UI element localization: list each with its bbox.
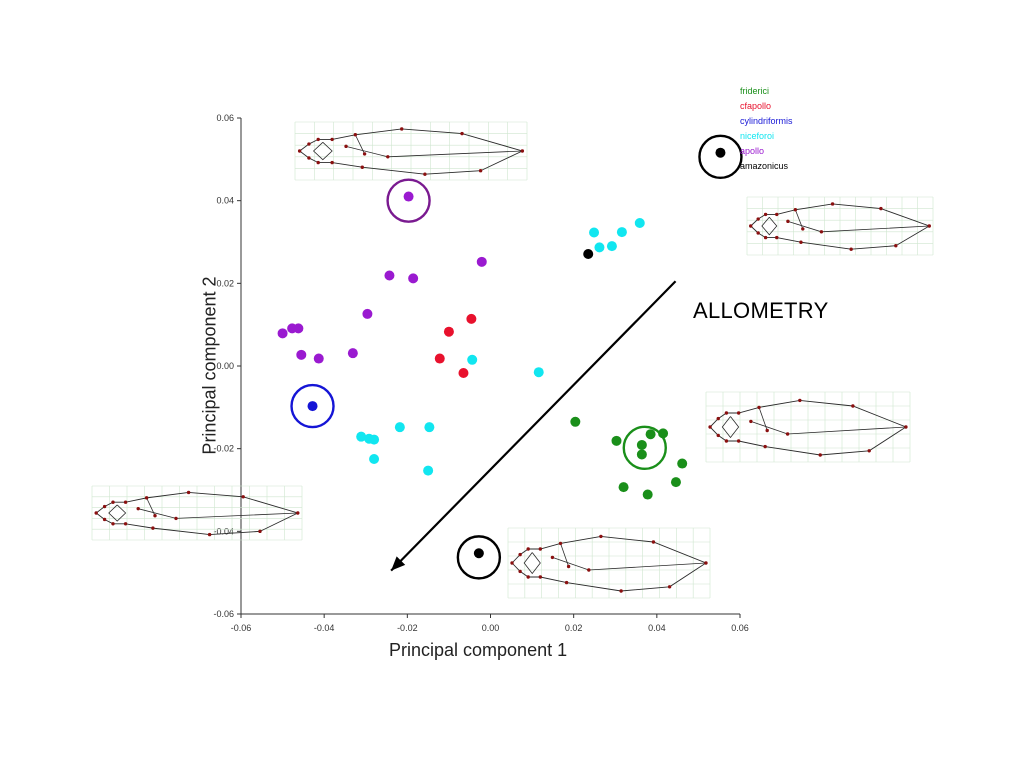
allometry-arrow-head xyxy=(391,556,406,571)
data-point-apollo xyxy=(476,256,487,267)
data-point-niceforoi xyxy=(423,465,434,476)
data-point-niceforoi xyxy=(369,434,380,445)
data-point-cfapollo xyxy=(443,326,454,337)
data-point-friderici xyxy=(618,482,629,493)
data-point-apollo xyxy=(313,353,324,364)
data-point-cfapollo xyxy=(458,368,469,379)
highlight-circle xyxy=(622,425,667,471)
shape-outline-top xyxy=(294,121,528,181)
x-tick-label: 0.02 xyxy=(565,623,583,633)
data-point-niceforoi xyxy=(589,227,600,238)
data-point-apollo xyxy=(403,191,414,202)
data-point-niceforoi xyxy=(533,367,544,378)
y-tick-label: -0.02 xyxy=(213,444,234,454)
x-tick-label: -0.06 xyxy=(231,623,252,633)
shape-outline-right-upper xyxy=(746,196,934,256)
legend-entry-cylindriformis: cylindriformis xyxy=(740,116,793,126)
data-point-amazonicus xyxy=(473,548,484,559)
data-point-friderici xyxy=(636,439,647,450)
allometry-annotation: ALLOMETRY xyxy=(693,298,829,323)
data-point-friderici xyxy=(570,416,581,427)
data-point-apollo xyxy=(347,348,358,359)
data-point-niceforoi xyxy=(467,354,478,365)
x-tick-label: -0.02 xyxy=(397,623,418,633)
x-axis-title: Principal component 1 xyxy=(389,640,568,660)
y-tick-label: 0.06 xyxy=(216,113,234,123)
data-point-cfapollo xyxy=(466,313,477,324)
legend-entry-cfapollo: cfapollo xyxy=(740,101,772,111)
allometry-arrow-line xyxy=(390,280,677,572)
highlight-circle xyxy=(290,383,335,429)
legend-entry-apollo: apollo xyxy=(740,146,765,156)
shape-outline-bottom xyxy=(507,527,711,599)
data-point-niceforoi xyxy=(634,217,645,228)
data-point-friderici xyxy=(645,429,656,440)
highlight-circle xyxy=(698,134,743,180)
data-point-friderici xyxy=(636,449,647,460)
data-point-friderici xyxy=(658,428,669,439)
data-point-apollo xyxy=(408,273,419,284)
data-point-apollo xyxy=(277,328,288,339)
highlight-circle xyxy=(386,178,431,223)
data-point-apollo xyxy=(293,323,304,334)
data-point-cylindriformis xyxy=(307,401,318,412)
y-tick-label: 0.04 xyxy=(216,196,234,206)
data-point-friderici xyxy=(611,435,622,446)
data-point-apollo xyxy=(296,349,307,360)
data-point-apollo xyxy=(362,308,373,319)
y-tick-label: -0.06 xyxy=(213,609,234,619)
legend-entry-friderici: friderici xyxy=(740,86,770,96)
x-tick-label: 0.04 xyxy=(648,623,666,633)
y-tick-label: 0.00 xyxy=(216,361,234,371)
data-point-friderici xyxy=(677,458,688,469)
data-point-niceforoi xyxy=(369,454,380,464)
y-tick-label: 0.02 xyxy=(216,278,234,288)
y-axis-title: Principal component 2 xyxy=(199,276,220,455)
x-tick-label: -0.04 xyxy=(314,623,335,633)
data-point-amazonicus xyxy=(583,248,594,259)
data-point-friderici xyxy=(670,477,681,488)
shape-outline-left xyxy=(91,485,303,541)
highlight-circle xyxy=(456,535,502,580)
data-point-niceforoi xyxy=(424,422,435,433)
data-point-apollo xyxy=(384,270,395,281)
y-tick-label: -0.04 xyxy=(213,526,234,536)
data-point-niceforoi xyxy=(356,431,367,442)
legend: friderici cfapollo cylindriformis nicefo… xyxy=(740,84,793,174)
data-point-amazonicus xyxy=(715,147,726,158)
data-point-friderici xyxy=(642,489,653,500)
data-point-niceforoi xyxy=(594,242,605,253)
data-point-cfapollo xyxy=(434,353,445,364)
x-tick-label: 0.06 xyxy=(731,623,749,633)
x-tick-label: 0.00 xyxy=(482,623,500,633)
legend-entry-niceforoi: niceforoi xyxy=(740,131,775,141)
legend-entry-amazonicus: amazonicus xyxy=(740,161,789,171)
data-point-niceforoi xyxy=(394,422,405,433)
data-point-niceforoi xyxy=(616,227,627,238)
data-point-niceforoi xyxy=(606,241,617,252)
shape-outline-right-lower xyxy=(705,391,911,463)
